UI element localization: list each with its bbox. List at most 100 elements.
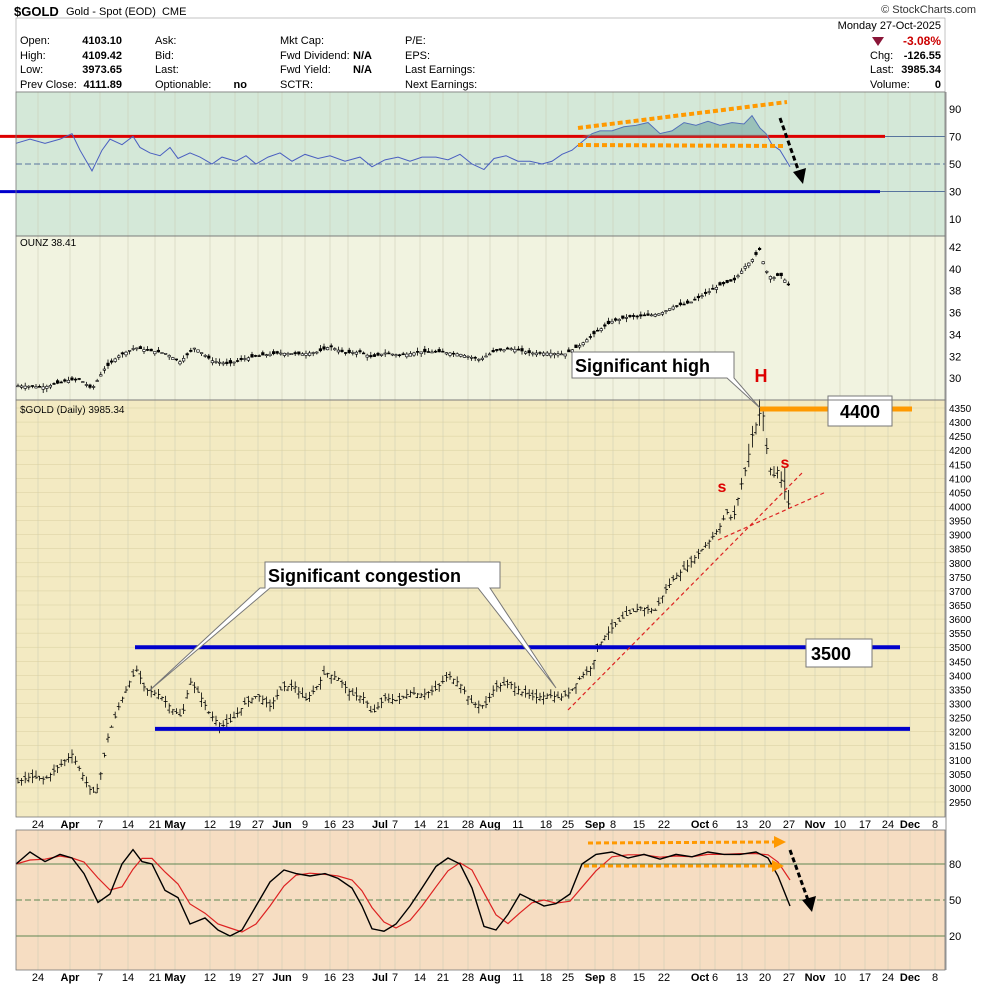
ounz-label: OUNZ 38.41 (20, 238, 77, 249)
x-tick-label: 24 (882, 972, 894, 984)
ounz-candle-body (228, 360, 233, 364)
ounz-candle-body (279, 352, 283, 355)
ounz-candle-body (88, 384, 92, 388)
ounz-candle-body (657, 313, 661, 316)
ounz-candle-body (45, 386, 49, 389)
x-tick-label: Nov (805, 819, 827, 831)
stoch-orange-upper (587, 840, 775, 845)
level-4400-box (827, 395, 893, 427)
fwddiv-label: Fwd Dividend: (280, 50, 350, 62)
ounz-candle-body (92, 386, 96, 388)
ounz-candle-body (408, 353, 413, 357)
ounz-candle-body (358, 350, 362, 353)
ounz-candle-body (236, 360, 240, 362)
ounz-candle-body (664, 310, 668, 312)
x-tick-label: 6 (712, 972, 718, 984)
description-text: Gold - Spot (EOD) (66, 6, 156, 18)
x-tick-label: 20 (759, 972, 771, 984)
ounz-candle-body (369, 355, 373, 358)
ounz-candle-body (250, 354, 254, 358)
ounz-candle-body (624, 317, 628, 319)
x-tick-label: 24 (882, 819, 894, 831)
x-tick-label: Oct (691, 972, 710, 984)
ounz-candle-body (239, 358, 243, 360)
ounz-candle-body (207, 355, 211, 359)
x-tick-label: 21 (149, 972, 161, 984)
ounz-candle-body (480, 357, 485, 360)
rsi-y-tick: 50 (949, 159, 961, 171)
ounz-candle-body (379, 353, 384, 356)
price-y-tick: 4050 (949, 488, 972, 499)
ounz-candle-body (63, 379, 67, 382)
ounz-candle-body (703, 291, 708, 294)
x-tick-label: 8 (610, 972, 616, 984)
ounz-candle-body (599, 328, 603, 331)
rsi-down-arrow-shaft (778, 117, 802, 176)
ounz-candle-body (289, 353, 294, 355)
ounz-y-tick: 38 (949, 286, 961, 298)
chg-label: Chg: (870, 50, 893, 62)
x-tick-label: Aug (479, 972, 500, 984)
ounz-candle-body (34, 386, 38, 389)
x-tick-label: 21 (149, 819, 161, 831)
ounz-candle-body (502, 349, 506, 352)
rsi-y-tick: 30 (949, 187, 961, 199)
ounz-candle-body (477, 358, 481, 361)
fwddiv-value: N/A (353, 50, 372, 62)
ounz-candle-body (232, 361, 236, 364)
x-tick-label: Jul (372, 972, 388, 984)
x-tick-label: 8 (932, 819, 938, 831)
ounz-candle-body (106, 362, 110, 366)
ounz-candle-body (182, 358, 186, 362)
panel-border (15, 829, 946, 971)
x-tick-label: 24 (32, 819, 44, 831)
last-price-label: Last: (870, 64, 894, 76)
x-tick-label: Jun (272, 972, 292, 984)
date-text: Monday 27-Oct-2025 (838, 20, 941, 32)
x-tick-label: 11 (512, 819, 523, 831)
x-tick-label: 22 (658, 819, 670, 831)
x-tick-label: 17 (859, 819, 871, 831)
ounz-candle-body (437, 349, 441, 353)
ounz-candle-body (160, 352, 164, 354)
ounz-candle-body (336, 349, 341, 353)
x-tick-label: Nov (805, 972, 827, 984)
ounz-candle-body (739, 270, 744, 274)
ounz-candle-body (628, 315, 632, 318)
rsi-y-tick: 90 (949, 104, 961, 116)
copyright[interactable]: © StockCharts.com (881, 4, 976, 16)
ounz-candle-body (451, 352, 456, 355)
volume-value: 0 (935, 79, 941, 91)
ounz-candle-body (138, 346, 143, 350)
ounz-candle-body (271, 351, 276, 355)
price-y-tick: 3050 (949, 770, 972, 781)
ounz-candle-body (588, 336, 592, 338)
ounz-candle-body (354, 351, 359, 355)
ounz-candle-body (617, 319, 621, 321)
x-tick-label: 16 (324, 819, 336, 831)
ounz-candle-body (455, 353, 459, 357)
x-tick-label: 21 (437, 972, 449, 984)
ounz-candle-body (210, 360, 215, 364)
ounz-candle-body (761, 261, 765, 265)
x-tick-label: 16 (324, 972, 336, 984)
x-tick-label: 6 (712, 819, 718, 831)
ounz-candle-body (343, 352, 348, 354)
ounz-candle-body (585, 339, 589, 343)
ounz-candle-body (153, 351, 157, 355)
x-tick-label: Jun (272, 819, 292, 831)
ounz-candle-body (318, 348, 323, 352)
ounz-candle-body (401, 353, 405, 356)
ounz-candle-body (711, 287, 715, 290)
ounz-candle-body (74, 378, 78, 381)
ounz-candle-body (164, 353, 168, 355)
low-label: Low: (20, 64, 43, 76)
symbol-description: Gold - Spot (EOD) CME (66, 6, 186, 18)
ounz-candle-body (200, 352, 204, 354)
ounz-candle-body (383, 352, 387, 355)
ounz-candle-body (714, 286, 718, 290)
x-tick-label: 24 (32, 972, 44, 984)
annotation-significant-high: Significant high (575, 356, 710, 376)
ounz-candle-body (786, 283, 790, 286)
